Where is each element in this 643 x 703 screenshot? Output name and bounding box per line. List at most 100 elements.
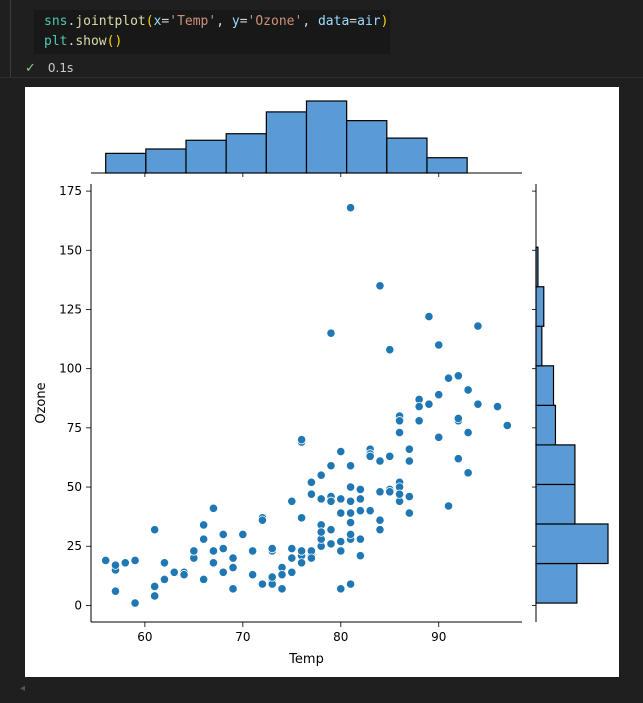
- scatter-point: [385, 345, 395, 355]
- scatter-point: [453, 454, 463, 464]
- scatter-point: [326, 328, 336, 338]
- scatter-point: [208, 503, 219, 513]
- scatter-point: [345, 496, 356, 506]
- output-divider: [0, 77, 643, 78]
- code-line-1-token: x: [153, 14, 162, 29]
- scatter-point: [306, 489, 316, 499]
- scatter-point: [169, 567, 179, 577]
- x-hist-bar: [426, 157, 468, 174]
- scatter-point: [375, 281, 385, 291]
- scatter-point: [394, 489, 405, 499]
- scatter-point: [150, 581, 160, 592]
- scatter-point: [326, 525, 336, 535]
- scatter-point: [297, 546, 307, 556]
- scatter-point: [355, 494, 365, 504]
- scatter-point: [336, 446, 346, 457]
- scatter-point: [228, 562, 238, 573]
- y-tick-label: 100: [59, 362, 82, 376]
- scatter-point: [404, 444, 414, 454]
- code-line-show[interactable]: plt.show(): [44, 34, 122, 49]
- code-line-1-token: 'Ozone': [247, 14, 303, 29]
- code-line-jointplot[interactable]: sns.jointplot(x='Temp', y='Ozone', data=…: [44, 14, 388, 29]
- scatter-point: [326, 496, 336, 506]
- x-axis-label: Temp: [288, 652, 324, 667]
- check-icon: ✓: [25, 60, 36, 76]
- jointplot-figure: 60 70 80 90 0 25 50 75 100 125 150 175 Temp Ozone: [34, 100, 609, 667]
- scatter-point: [375, 525, 385, 535]
- x-tick-label: 60: [137, 630, 152, 644]
- scatter-point: [218, 567, 228, 577]
- scroll-left-icon[interactable]: ◂: [20, 683, 26, 694]
- scatter-point: [434, 340, 444, 350]
- scatter-point: [473, 399, 483, 409]
- code-line-1-token: ): [380, 14, 389, 29]
- x-hist-bar: [386, 137, 428, 174]
- scatter-point: [453, 371, 463, 381]
- x-hist-bar: [265, 111, 308, 174]
- scatter-point: [101, 555, 111, 566]
- y-tick-label: 175: [59, 184, 82, 198]
- scatter-point: [345, 508, 356, 518]
- scatter-point: [404, 508, 414, 518]
- scatter-point: [355, 484, 365, 495]
- scatter-point: [306, 477, 316, 487]
- scatter-point: [336, 536, 346, 547]
- scatter-point: [424, 311, 434, 322]
- scatter-point: [404, 491, 414, 502]
- scatter-point: [492, 401, 503, 412]
- scatter-point: [424, 399, 434, 409]
- scatter-point: [306, 553, 316, 563]
- scatter-point: [150, 591, 160, 601]
- code-line-1-token: =: [349, 14, 358, 29]
- scatter-point: [336, 494, 346, 504]
- scatter-point: [385, 451, 395, 461]
- y-hist-bar: [535, 483, 576, 525]
- scatter-point: [159, 574, 170, 584]
- scatter-point: [218, 544, 228, 554]
- scatter-point: [267, 572, 277, 582]
- scatter-point: [345, 579, 356, 589]
- scatter-point: [404, 456, 414, 466]
- scatter-point: [463, 468, 473, 478]
- scatter-point: [365, 506, 375, 516]
- scatter-point: [414, 401, 424, 412]
- scatter-point: [287, 567, 297, 577]
- y-hist-bar: [535, 365, 555, 406]
- code-line-1-token: =: [239, 14, 248, 29]
- scatter-point: [326, 539, 336, 549]
- x-tick-label: 70: [235, 630, 250, 644]
- scatter-point: [345, 517, 356, 528]
- code-line-1-token: sns: [44, 14, 68, 29]
- scatter-point: [463, 427, 473, 438]
- x-hist-bar: [145, 148, 187, 174]
- x-hist-bar: [346, 120, 388, 174]
- scatter-point: [287, 496, 297, 506]
- scatter-point: [150, 525, 160, 535]
- y-tick-label: 125: [59, 302, 82, 316]
- code-line-1-token: ,: [216, 14, 232, 29]
- scatter-point: [208, 546, 219, 556]
- scatter-point: [179, 570, 189, 580]
- x-tick-label: 80: [333, 630, 348, 644]
- scatter-point: [345, 529, 356, 539]
- scatter-point: [434, 432, 444, 442]
- scatter-point: [336, 508, 346, 518]
- scatter-point: [110, 560, 121, 570]
- code-line-1-token: =: [161, 14, 170, 29]
- scatter-point: [199, 520, 209, 530]
- scatter-point: [473, 321, 483, 331]
- scatter-point: [365, 451, 375, 461]
- y-hist-bar: [535, 404, 557, 446]
- scatter-point: [199, 574, 209, 584]
- scatter-point: [130, 555, 140, 566]
- scatter-point: [443, 373, 454, 383]
- execution-time: 0.1s: [47, 61, 74, 75]
- y-tick-label: 25: [67, 539, 82, 553]
- scatter-point: [130, 598, 140, 608]
- code-cell-editor[interactable]: sns.jointplot(x='Temp', y='Ozone', data=…: [34, 10, 390, 54]
- scatter-point: [394, 416, 405, 426]
- scatter-point: [257, 579, 268, 589]
- scatter-point: [257, 515, 268, 525]
- scatter-point: [345, 461, 356, 471]
- code-line-1-token: y: [231, 14, 240, 29]
